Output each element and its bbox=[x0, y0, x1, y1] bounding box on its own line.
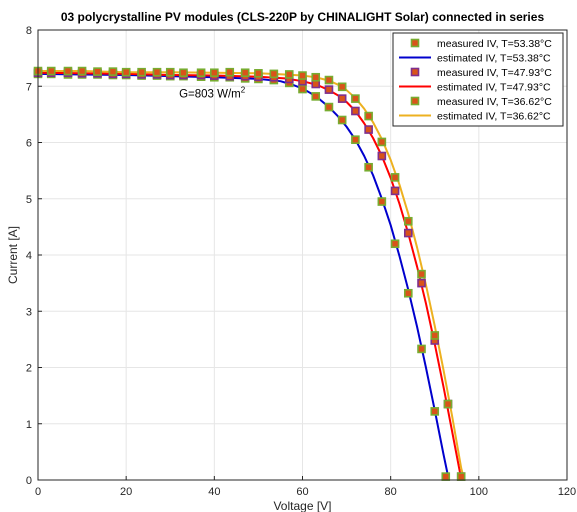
data-point-marker bbox=[417, 278, 426, 288]
data-point-marker bbox=[93, 67, 102, 76]
x-axis-label: Voltage [V] bbox=[273, 499, 331, 512]
chart-title: 03 polycrystalline PV modules (CLS-220P … bbox=[61, 10, 545, 24]
data-point-marker bbox=[324, 102, 334, 112]
data-point-marker bbox=[152, 67, 162, 77]
series-measured-4 bbox=[33, 66, 466, 481]
data-point-marker bbox=[225, 67, 235, 77]
data-point-marker bbox=[441, 472, 451, 481]
data-point-marker bbox=[311, 72, 321, 82]
y-tick-label: 8 bbox=[26, 25, 32, 37]
x-tick-label: 0 bbox=[35, 486, 41, 498]
data-point-marker bbox=[254, 69, 263, 78]
data-point-marker bbox=[311, 79, 321, 89]
data-point-marker bbox=[377, 137, 387, 147]
y-tick-label: 1 bbox=[26, 419, 32, 431]
series-layer bbox=[33, 66, 466, 481]
data-point-marker bbox=[403, 228, 413, 238]
data-point-marker bbox=[417, 269, 426, 279]
data-point-marker bbox=[337, 94, 347, 103]
legend-entry-label: measured IV, T=36.62°C bbox=[437, 96, 552, 108]
x-tick-label: 100 bbox=[470, 486, 488, 498]
data-point-marker bbox=[165, 67, 175, 77]
legend-entry-label: measured IV, T=47.93°C bbox=[437, 67, 552, 79]
data-point-marker bbox=[324, 75, 334, 85]
data-point-marker bbox=[196, 68, 206, 78]
data-point-marker bbox=[390, 173, 400, 182]
data-point-marker bbox=[351, 94, 360, 103]
data-point-marker bbox=[284, 70, 294, 79]
data-point-marker bbox=[364, 125, 373, 134]
y-tick-label: 7 bbox=[26, 81, 32, 93]
data-point-marker bbox=[121, 67, 131, 77]
data-point-marker bbox=[456, 472, 466, 481]
data-point-marker bbox=[179, 68, 188, 78]
legend-entry-label: estimated IV, T=53.38°C bbox=[437, 52, 551, 64]
data-point-marker bbox=[364, 111, 373, 121]
irradiance-annotation-superscript: 2 bbox=[241, 86, 246, 95]
data-point-marker bbox=[298, 71, 307, 80]
x-tick-label: 120 bbox=[558, 486, 576, 498]
data-point-marker bbox=[298, 84, 307, 94]
legend-entry-label: estimated IV, T=36.62°C bbox=[437, 110, 551, 122]
data-point-marker bbox=[77, 66, 87, 76]
data-point-marker bbox=[63, 66, 73, 76]
legend-marker-swatch bbox=[410, 38, 420, 48]
irradiance-annotation: G=803 W/m2 bbox=[179, 86, 246, 101]
data-point-marker bbox=[390, 186, 400, 196]
data-point-marker bbox=[417, 344, 426, 354]
y-axis-label: Current [A] bbox=[6, 226, 20, 284]
data-point-marker bbox=[390, 239, 400, 249]
legend-marker-swatch bbox=[410, 96, 420, 106]
data-point-marker bbox=[351, 135, 360, 144]
series-estimated-3 bbox=[37, 71, 463, 480]
data-point-marker bbox=[240, 68, 250, 78]
legend-marker-swatch bbox=[410, 67, 420, 77]
y-tick-label: 6 bbox=[26, 138, 32, 150]
data-point-marker bbox=[137, 67, 146, 77]
series-line bbox=[37, 71, 463, 480]
data-point-marker bbox=[337, 115, 347, 125]
data-point-marker bbox=[403, 216, 413, 226]
data-point-marker bbox=[46, 66, 56, 76]
data-point-marker bbox=[337, 82, 347, 92]
y-tick-label: 5 bbox=[26, 194, 32, 206]
y-tick-label: 2 bbox=[26, 363, 32, 375]
y-tick-label: 0 bbox=[26, 475, 32, 487]
irradiance-annotation-text: G=803 W/m bbox=[179, 89, 241, 101]
data-point-marker bbox=[108, 67, 118, 76]
x-tick-label: 80 bbox=[385, 486, 397, 498]
legend: measured IV, T=53.38°C estimated IV, T=53… bbox=[392, 32, 564, 127]
data-point-marker bbox=[430, 331, 440, 340]
data-point-marker bbox=[430, 407, 440, 416]
y-tick-label: 4 bbox=[26, 250, 32, 262]
data-point-marker bbox=[377, 197, 387, 206]
data-point-marker bbox=[351, 106, 360, 116]
x-tick-label: 40 bbox=[208, 486, 220, 498]
legend-box bbox=[392, 32, 564, 127]
axis-ticks: 0 20 40 60 80 100 120 0 1 2 3 4 5 6 7 8 bbox=[26, 25, 576, 498]
data-point-marker bbox=[403, 288, 413, 298]
y-tick-label: 3 bbox=[26, 306, 32, 318]
x-tick-label: 20 bbox=[120, 486, 132, 498]
data-point-marker bbox=[324, 85, 334, 94]
data-point-marker bbox=[269, 69, 279, 79]
legend-entry-label: measured IV, T=53.38°C bbox=[437, 38, 552, 50]
x-tick-label: 60 bbox=[296, 486, 308, 498]
legend-entry-label: estimated IV, T=47.93°C bbox=[437, 81, 551, 93]
data-point-marker bbox=[311, 92, 321, 101]
data-point-marker bbox=[377, 151, 387, 161]
data-point-marker bbox=[443, 399, 453, 409]
data-point-marker bbox=[364, 162, 373, 172]
data-point-marker bbox=[210, 68, 219, 78]
